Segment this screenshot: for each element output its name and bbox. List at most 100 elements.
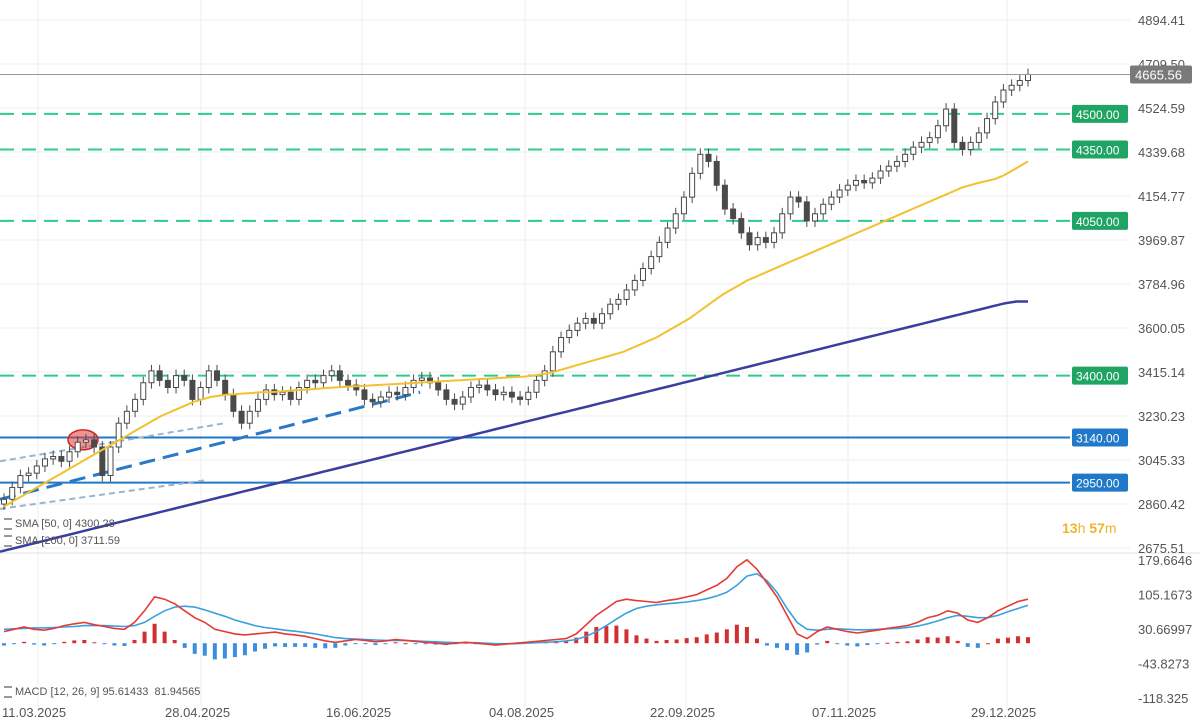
sma200-settings-icon[interactable] (4, 535, 12, 548)
macd-histogram-bar (252, 643, 257, 652)
candle-body (82, 439, 89, 443)
candle-body (721, 184, 728, 210)
candle-body (574, 322, 581, 331)
macd-settings-icon[interactable] (4, 686, 12, 699)
macd-histogram-bar (594, 626, 599, 644)
candle-body (762, 237, 769, 243)
macd-histogram-bar (805, 643, 810, 653)
macd-histogram-bar (624, 629, 629, 644)
sma50-value: 4300.28 (74, 518, 115, 530)
candle-body (533, 379, 540, 393)
macd-histogram-bar (293, 643, 298, 647)
candle-body (492, 389, 499, 396)
sma200-legend[interactable]: SMA [200, 0] 3711.59 (4, 535, 120, 548)
macd-histogram-bar (192, 643, 197, 654)
candle-body (795, 196, 802, 203)
candle-body (484, 384, 491, 391)
candle-body (1, 498, 7, 505)
sma200-label: SMA [200, 0] (15, 535, 78, 547)
sma50-settings-icon[interactable] (4, 518, 12, 531)
candle-body (615, 298, 622, 305)
candle-body (336, 370, 343, 381)
candle-body (123, 410, 130, 424)
macd-histogram-bar (775, 643, 780, 648)
candle-body (803, 201, 810, 222)
macd-histogram-bar (764, 643, 769, 646)
trendlines (0, 390, 421, 510)
macd-histogram-bar (142, 631, 147, 644)
macd-histogram-bar (825, 640, 830, 644)
macd-histogram-bar (614, 625, 619, 644)
macd-histogram-bar (92, 642, 97, 644)
candle-body (771, 232, 778, 243)
candle-body (345, 379, 352, 386)
macd-histogram-bar (112, 643, 117, 646)
candle-body (541, 370, 548, 381)
y-tick-label: 4154.77 (1138, 189, 1185, 204)
candle-body (418, 377, 425, 381)
macd-histogram-bar (574, 637, 579, 644)
level-label: 4500.00 (1076, 108, 1120, 122)
candle-body (1016, 80, 1023, 86)
macd-y-tick-label: 179.6646 (1138, 553, 1192, 568)
macd-histogram-bar (313, 643, 318, 648)
candle-body (361, 389, 368, 400)
candle-body (943, 108, 950, 127)
macd-histogram-bar (423, 643, 428, 645)
macd-histogram-bar (1015, 636, 1020, 644)
macd-histogram-bar (283, 643, 288, 647)
macd-histogram-bar (704, 634, 709, 644)
candle-body (115, 422, 122, 448)
level-label-box (1072, 140, 1128, 159)
macd-histogram-bar (795, 643, 800, 655)
candle-body (984, 118, 991, 134)
macd-histogram-bar (72, 640, 77, 644)
candle-body (402, 387, 409, 396)
macd-histogram-bar (835, 643, 840, 645)
macd-histogram-bar (343, 643, 348, 646)
macd-histogram-bar (323, 643, 328, 649)
candle-body (549, 351, 556, 372)
candle-body (754, 237, 761, 246)
x-tick-label: 22.09.2025 (650, 705, 715, 720)
candle-body (91, 439, 98, 448)
x-tick-label: 04.08.2025 (489, 705, 554, 720)
candle-countdown: 13h 57m (1062, 520, 1117, 536)
level-label: 3140.00 (1076, 431, 1120, 445)
sma200-value: 3711.59 (81, 535, 120, 547)
candles (0, 68, 1130, 511)
candle-body (517, 396, 524, 400)
candle-body (435, 382, 442, 391)
moving-averages (0, 160, 1029, 553)
macd-histogram-bar (664, 639, 669, 644)
candle-body (992, 101, 999, 120)
level-label-box (1072, 366, 1128, 385)
candle-body (99, 446, 106, 477)
last-price-box (1130, 65, 1192, 84)
sma50-legend[interactable]: SMA [50, 0] 4300.28 (4, 518, 115, 531)
macd-legend[interactable]: MACD [12, 26, 9] 95.61433 81.94565 (4, 686, 200, 699)
candle-body (41, 458, 48, 467)
candle-body (66, 451, 73, 462)
candle-body (197, 387, 204, 400)
candle-body (58, 456, 65, 462)
candle-body (328, 370, 335, 377)
y-tick-label: 4339.68 (1138, 145, 1185, 160)
y-tick-label: 4894.41 (1138, 13, 1185, 28)
macd-histogram-bar (62, 641, 67, 644)
x-tick-label: 16.06.2025 (326, 705, 391, 720)
candle-body (508, 391, 515, 398)
candle-body (558, 337, 565, 353)
x-tick-label: 28.04.2025 (165, 705, 230, 720)
level-label: 3400.00 (1076, 370, 1120, 384)
countdown-minutes: 57 (1089, 520, 1105, 536)
x-tick-label: 07.11.2025 (812, 705, 876, 720)
candle-body (213, 370, 220, 381)
macd-y-tick-label: -118.325 (1138, 691, 1188, 706)
macd-histogram-bar (1026, 637, 1030, 644)
candle-body (975, 132, 982, 143)
macd-line (3, 558, 1029, 646)
support-levels: 4500.00 4350.00 4050.00 3400.00 3140.00 2950.… (0, 104, 1128, 492)
candle-body (222, 379, 229, 396)
macd-histogram-bar (32, 643, 37, 645)
